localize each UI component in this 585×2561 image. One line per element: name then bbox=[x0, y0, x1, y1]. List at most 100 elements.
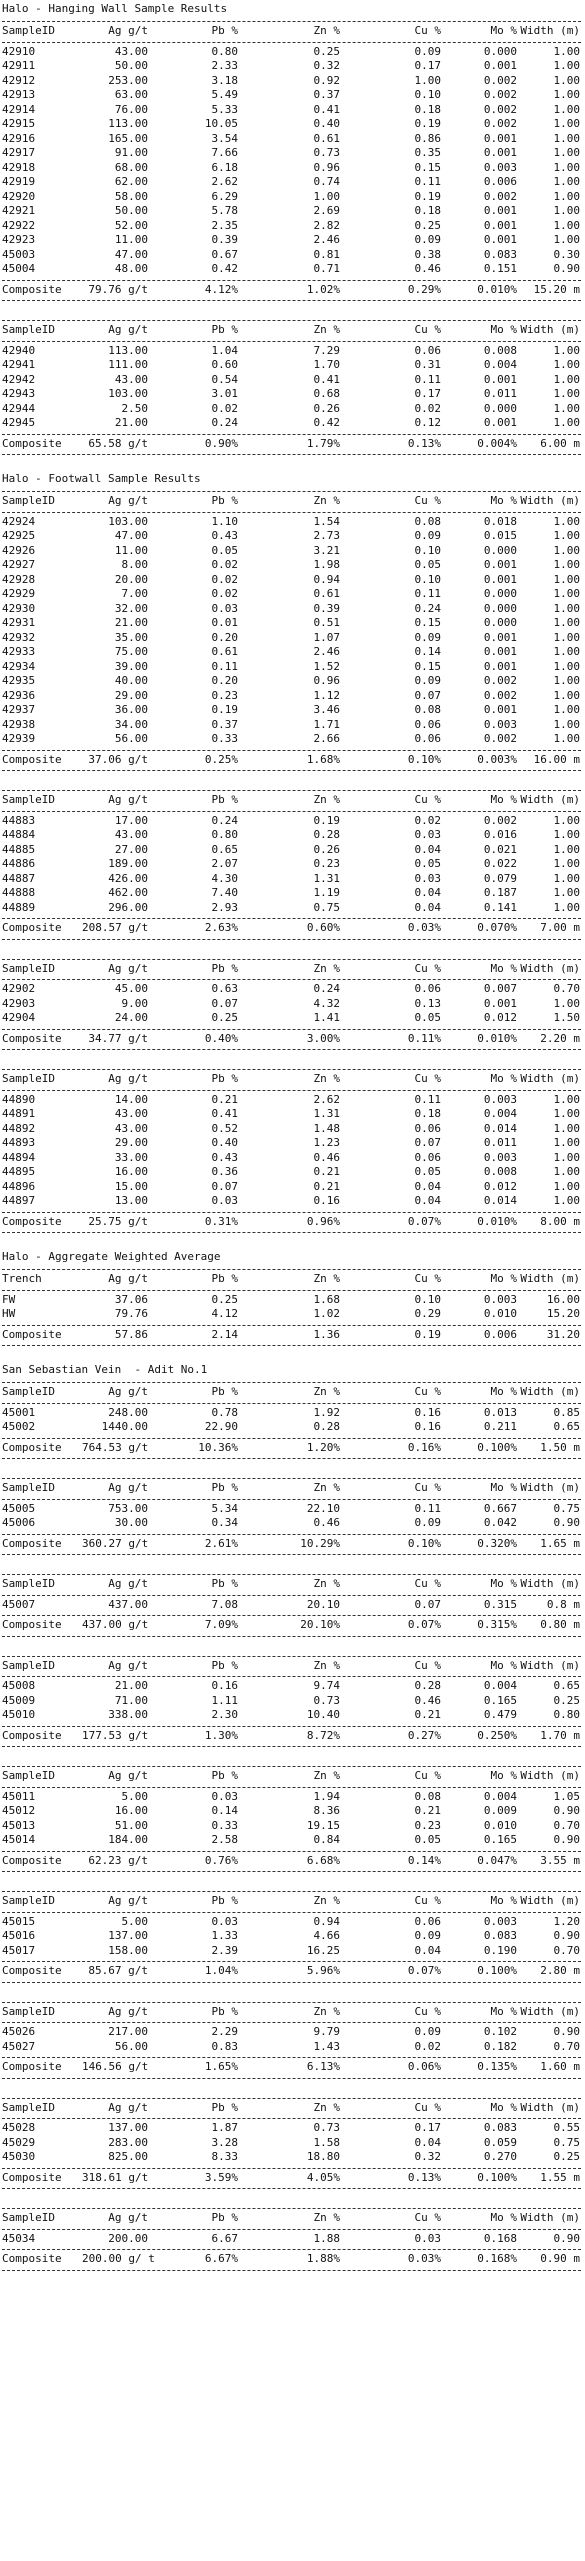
cell: 360.27 g/t bbox=[82, 1536, 149, 1550]
cell: 0.09 bbox=[414, 1929, 442, 1942]
cell: 1.00 bbox=[553, 630, 581, 644]
cell: 1.00 bbox=[553, 44, 581, 58]
cell: 0.29 bbox=[414, 1307, 442, 1320]
header-row: SampleID Ag g/t Pb % Zn % Cu % Mo % Width (m) bbox=[2, 2211, 581, 2226]
cell: 0.80 bbox=[211, 44, 239, 58]
cell: 2.69 bbox=[313, 204, 341, 217]
cell: 113.00 bbox=[108, 343, 148, 357]
cell: 6.00 m bbox=[540, 436, 580, 450]
composite-row: Composite 437.00 g/t 7.09% 20.10% 0.07% 0.315… bbox=[2, 1618, 581, 1633]
cell: 42904 bbox=[2, 1011, 36, 1024]
cell: 0.33 bbox=[211, 1818, 239, 1832]
cell: 0.90% bbox=[204, 436, 238, 450]
cell: 0.11% bbox=[407, 1031, 441, 1045]
cell: Ag g/t bbox=[108, 793, 148, 806]
cell: 0.100% bbox=[477, 1964, 517, 1977]
cell: 1.00 bbox=[553, 372, 581, 386]
cell: 137.00 bbox=[108, 2121, 148, 2134]
sample-group: SampleID Ag g/t Pb % Zn % Cu % Mo % Width (m) 4… bbox=[2, 18, 581, 303]
cell: 1.33 bbox=[211, 1929, 239, 1942]
cell: 0.315% bbox=[477, 1618, 517, 1631]
data-row: 42939 56.00 0.33 2.66 0.06 0.002 1.00 bbox=[2, 732, 581, 747]
header-row: SampleID Ag g/t Pb % Zn % Cu % Mo % Width (m) bbox=[2, 1481, 581, 1496]
composite-row: Composite 318.61 g/t 3.59% 4.05% 0.13% 0.100%… bbox=[2, 2171, 581, 2186]
cell: 0.03 bbox=[414, 828, 442, 841]
cell: 146.56 g/t bbox=[82, 2060, 149, 2073]
cell: 45013 bbox=[2, 1818, 36, 1832]
cell: 200.00 g/ t bbox=[82, 2252, 155, 2265]
section-title: San Sebastian Vein - Adit No.1 bbox=[2, 1363, 208, 1376]
cell: 0.016 bbox=[483, 828, 517, 841]
separator bbox=[2, 2267, 581, 2273]
cell: 1.31 bbox=[313, 1107, 341, 1120]
cell: 0.012 bbox=[483, 1011, 517, 1024]
cell: 1.00 bbox=[553, 73, 581, 87]
cell: 0.05 bbox=[414, 1011, 442, 1024]
composite-row: Composite 25.75 g/t 0.31% 0.96% 0.07% 0.010% 8… bbox=[2, 1215, 581, 1230]
cell: 45029 bbox=[2, 2135, 36, 2149]
cell: Ag g/t bbox=[108, 1894, 148, 1907]
cell: 42936 bbox=[2, 688, 36, 702]
cell: 0.11 bbox=[414, 175, 442, 188]
cell: 42939 bbox=[2, 732, 36, 745]
cell: 0.19 bbox=[414, 1327, 442, 1341]
data-row: 44887 426.00 4.30 1.31 0.03 0.079 1.00 bbox=[2, 872, 581, 887]
sample-group: SampleID Ag g/t Pb % Zn % Cu % Mo % Width (m) 4… bbox=[2, 2095, 581, 2192]
separator bbox=[2, 1958, 581, 1964]
cell: 0.90 bbox=[553, 1516, 581, 1529]
cell: 0.015 bbox=[483, 529, 517, 542]
cell: 0.08 bbox=[414, 514, 442, 528]
cell: Composite bbox=[2, 1031, 62, 1045]
cell: 0.80 bbox=[211, 828, 239, 841]
cell: 0.41 bbox=[313, 372, 341, 386]
cell: 2.14 bbox=[211, 1327, 239, 1341]
cell: 5.34 bbox=[211, 1501, 239, 1515]
cell: 4.32 bbox=[313, 996, 341, 1010]
cell: 1.00 bbox=[553, 1150, 581, 1164]
cell: Ag g/t bbox=[108, 323, 148, 336]
cell: 3.59% bbox=[204, 2170, 238, 2184]
cell: 42919 bbox=[2, 175, 36, 188]
data-row: 42913 63.00 5.49 0.37 0.10 0.002 1.00 bbox=[2, 88, 581, 103]
cell: 0.04 bbox=[414, 2135, 442, 2149]
cell: 1.43 bbox=[313, 2039, 341, 2053]
cell: Width (m) bbox=[520, 1577, 580, 1590]
cell: 45006 bbox=[2, 1516, 36, 1529]
cell: Pb % bbox=[211, 2004, 239, 2018]
cell: 0.083 bbox=[483, 1929, 517, 1942]
cell: 0.27% bbox=[407, 1728, 441, 1742]
separator bbox=[2, 2226, 581, 2232]
separator bbox=[2, 1531, 581, 1537]
cell: 1.00 bbox=[553, 828, 581, 841]
cell: 42942 bbox=[2, 372, 36, 386]
separator bbox=[2, 297, 581, 303]
cell: Width (m) bbox=[520, 494, 580, 507]
cell: 44894 bbox=[2, 1150, 36, 1164]
separator bbox=[2, 2095, 581, 2101]
cell: 0.04 bbox=[414, 886, 442, 899]
cell: 75.00 bbox=[114, 645, 148, 658]
cell: 45015 bbox=[2, 1914, 36, 1928]
cell: 0.61 bbox=[313, 587, 341, 600]
data-row: 42916 165.00 3.54 0.61 0.86 0.001 1.00 bbox=[2, 132, 581, 147]
cell: 0.41 bbox=[211, 1107, 239, 1120]
cell: 16.00 bbox=[114, 1804, 148, 1817]
cell: 7.40 bbox=[211, 886, 239, 899]
cell: 0.03 bbox=[211, 601, 239, 615]
cell: 7.66 bbox=[211, 146, 239, 159]
cell: 0.32 bbox=[313, 59, 341, 72]
cell: 0.60% bbox=[306, 921, 340, 934]
cell: SampleID bbox=[2, 2100, 55, 2114]
cell: 0.70 bbox=[553, 982, 581, 995]
cell: 1.55 m bbox=[540, 2170, 580, 2184]
cell: Cu % bbox=[414, 1894, 442, 1907]
separator bbox=[2, 1342, 581, 1348]
cell: 0.24 bbox=[414, 601, 442, 615]
data-row: 44891 43.00 0.41 1.31 0.18 0.004 1.00 bbox=[2, 1107, 581, 1122]
cell: 0.85 bbox=[553, 1405, 581, 1419]
cell: 0.43 bbox=[211, 529, 239, 542]
cell: 9.74 bbox=[313, 1679, 341, 1692]
cell: Cu % bbox=[414, 2100, 442, 2114]
cell: Ag g/t bbox=[108, 1769, 148, 1782]
cell: Zn % bbox=[313, 2211, 341, 2224]
